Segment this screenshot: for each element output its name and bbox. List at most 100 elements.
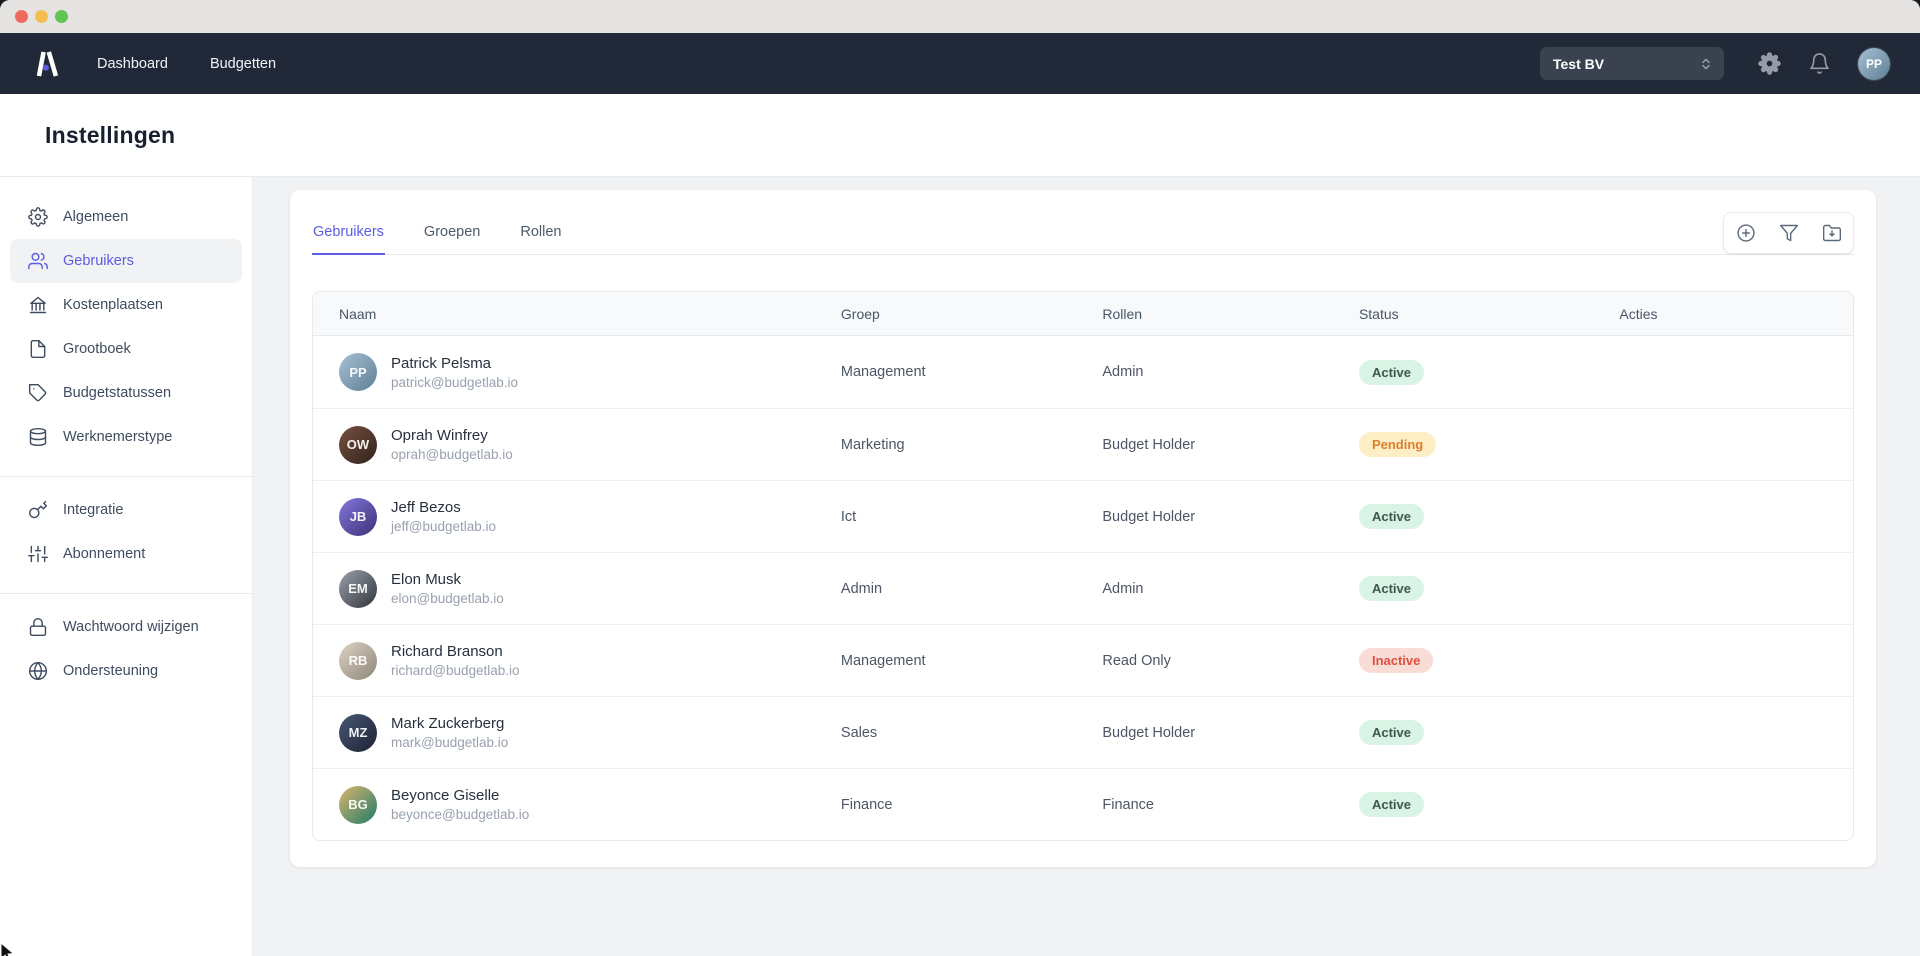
budgetlab-logo[interactable] [30,47,64,81]
sidebar-item-werknemerstype[interactable]: Werknemerstype [10,415,242,459]
status-badge: Pending [1358,432,1437,457]
sidebar-item-grootboek[interactable]: Grootboek [10,327,242,371]
minimize-button[interactable] [35,10,48,23]
delete-user-button[interactable] [1619,651,1639,671]
delete-user-button[interactable] [1619,362,1639,382]
edit-user-button[interactable] [1654,507,1674,527]
company-select-value: Test BV [1553,55,1605,72]
funnel-icon [1779,223,1799,243]
nav-link-dashboard[interactable]: Dashboard [97,55,168,72]
edit-user-button[interactable] [1654,723,1674,743]
nav-links: Dashboard Budgetten [97,56,276,72]
user-role: Read Only [1102,652,1171,669]
tab-gebruikers[interactable]: Gebruikers [312,224,385,255]
user-group: Ict [840,508,857,525]
key-icon [28,500,48,520]
user-name: Richard Branson [391,643,503,660]
user-name: Elon Musk [391,571,462,588]
avatar: MZ [339,713,377,752]
nav-link-budgetten[interactable]: Budgetten [209,55,277,72]
sidebar-item-algemeen[interactable]: Algemeen [10,195,242,239]
tab-rollen[interactable]: Rollen [519,224,562,255]
user-group: Sales [840,724,878,741]
sidebar-item-budgetstatussen[interactable]: Budgetstatussen [10,371,242,415]
delete-user-button[interactable] [1619,507,1639,527]
user-email: mark@budgetlab.io [391,735,509,750]
user-role: Admin [1102,580,1144,597]
page-header: Instellingen [0,94,1920,177]
sidebar-item-kostenplaatsen[interactable]: Kostenplaatsen [10,283,242,327]
nav-icon-group [1758,52,1832,76]
macos-title-bar [0,0,1920,33]
sidebar-item-abonnement[interactable]: Abonnement [10,532,242,576]
delete-user-button[interactable] [1619,435,1639,455]
column-header-acties: Acties [1619,305,1658,322]
edit-user-button[interactable] [1654,651,1674,671]
table-body: PP Patrick Pelsma patrick@budgetlab.io M… [313,336,1853,840]
user-name: Patrick Pelsma [391,354,492,372]
table-toolbar [1723,212,1854,254]
sidebar-item-gebruikers[interactable]: Gebruikers [10,239,242,283]
sidebar-item-label: Grootboek [63,341,131,357]
table-row: BG Beyonce Giselle beyonce@budgetlab.io … [313,768,1853,840]
user-email: oprah@budgetlab.io [391,447,513,462]
settings-button[interactable] [1758,52,1782,76]
edit-user-button[interactable] [1654,795,1674,815]
close-button[interactable] [15,10,28,23]
export-button[interactable] [1810,213,1853,253]
notifications-button[interactable] [1808,52,1832,76]
folder-download-icon [1822,223,1842,243]
globe-icon [28,661,48,681]
user-avatar[interactable]: PP [1858,47,1890,80]
edit-user-button[interactable] [1654,435,1674,455]
table-row: MZ Mark Zuckerberg mark@budgetlab.io Sal… [313,696,1853,768]
avatar: PP [339,353,377,391]
page-title: Instellingen [45,121,176,148]
sidebar-item-label: Integratie [63,502,124,518]
zoom-button[interactable] [55,10,68,23]
sidebar-item-wachtwoord-wijzigen[interactable]: Wachtwoord wijzigen [10,605,242,649]
users-icon [28,251,48,271]
sidebar-item-label: Wachtwoord wijzigen [63,619,199,635]
column-header-naam: Naam [339,305,377,322]
user-group: Marketing [840,436,905,453]
sidebar-item-integratie[interactable]: Integratie [10,488,242,532]
user-group: Finance [840,796,893,813]
company-select[interactable]: Test BV [1540,47,1724,80]
users-table: Naam Groep Rollen Status Acties PP Patrick P… [312,291,1854,841]
status-badge: Inactive [1358,648,1434,673]
delete-user-button[interactable] [1619,795,1639,815]
add-button[interactable] [1724,213,1767,253]
status-badge: Active [1358,504,1424,529]
edit-user-button[interactable] [1654,579,1674,599]
mouse-cursor [0,942,15,956]
main-content: Gebruikers Groepen Rollen Naam Groep Rollen S… [253,177,1920,956]
chevron-updown-icon [1698,56,1714,72]
bank-icon [28,295,48,315]
logo-glyph [36,50,59,77]
tab-groepen[interactable]: Groepen [423,224,481,255]
edit-user-button[interactable] [1654,362,1674,382]
status-badge: Active [1358,359,1424,385]
user-email: jeff@budgetlab.io [391,519,497,534]
avatar: RB [339,641,377,680]
table-row: OW Oprah Winfrey oprah@budgetlab.io Mark… [313,408,1853,480]
sidebar-item-label: Ondersteuning [63,663,159,679]
status-badge: Active [1358,720,1424,745]
status-badge: Active [1358,576,1424,601]
column-header-groep: Groep [840,305,880,322]
bell-icon [1808,52,1832,75]
gear-solid-icon [1758,52,1782,75]
content-card: Gebruikers Groepen Rollen Naam Groep Rollen S… [290,190,1876,867]
user-group: Admin [840,580,883,597]
delete-user-button[interactable] [1619,579,1639,599]
user-group: Management [840,364,926,380]
filter-button[interactable] [1767,213,1810,253]
column-header-status: Status [1358,305,1399,322]
table-header-row: Naam Groep Rollen Status Acties [313,292,1853,336]
delete-user-button[interactable] [1619,723,1639,743]
avatar: JB [339,497,377,536]
sidebar-item-ondersteuning[interactable]: Ondersteuning [10,649,242,693]
table-row: EM Elon Musk elon@budgetlab.io Admin Adm… [313,552,1853,624]
